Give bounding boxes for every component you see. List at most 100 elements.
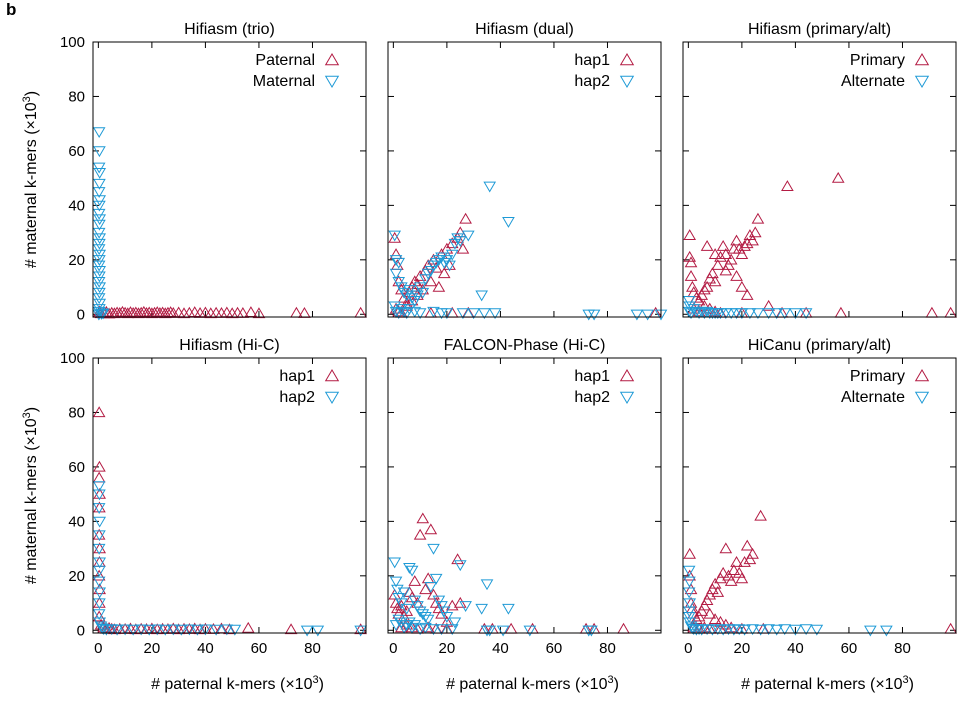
data-point (92, 260, 106, 272)
data-point (682, 587, 696, 599)
data-point (585, 625, 598, 637)
data-point (480, 579, 494, 591)
data-point (502, 217, 515, 228)
x-tick-label: 0 (389, 640, 397, 657)
data-point (93, 489, 106, 501)
x-tick-label: 0 (94, 640, 102, 657)
scatter-panel-4: Hifiasm (Hi-C) 0 20 40 60 80 0 20 40 60 80 100 hap1 h… (21, 337, 367, 693)
data-point (789, 624, 802, 636)
data-point (738, 240, 751, 251)
data-point (799, 308, 813, 320)
data-point (389, 576, 403, 588)
legend-marker (324, 53, 340, 66)
data-point (684, 256, 698, 268)
data-point (411, 289, 424, 300)
data-point (461, 230, 475, 242)
data-point (944, 306, 957, 318)
data-point (445, 249, 459, 261)
panel-letter: b (6, 0, 17, 19)
y-axis-label: # maternal k-mers (×103) (21, 407, 40, 584)
data-point (126, 624, 140, 636)
data-point (770, 624, 784, 636)
data-point (118, 624, 132, 636)
data-point (448, 617, 462, 629)
series-alternate (682, 296, 813, 320)
data-point (683, 569, 697, 581)
data-point (93, 214, 107, 226)
data-point (714, 572, 727, 584)
data-point (93, 598, 106, 610)
data-point (440, 255, 454, 267)
y-axis-label: # maternal k-mers (×103) (21, 91, 40, 268)
data-point (781, 180, 794, 191)
data-point (641, 309, 654, 321)
data-point (391, 602, 404, 614)
data-point (93, 583, 107, 595)
data-point (220, 624, 234, 636)
data-point (102, 621, 116, 633)
data-point (427, 543, 440, 555)
data-point (416, 287, 430, 299)
data-point (703, 607, 717, 619)
data-point (478, 308, 491, 320)
data-point (421, 614, 435, 626)
x-tick-label: 60 (841, 640, 858, 657)
data-point (132, 307, 145, 319)
data-point (174, 624, 188, 636)
data-point (395, 617, 408, 629)
data-point (93, 219, 106, 231)
data-point (617, 622, 630, 634)
data-point (388, 230, 402, 242)
data-point (93, 617, 107, 629)
data-point (92, 227, 106, 239)
data-point (116, 305, 129, 317)
data-point (172, 306, 185, 318)
series-primary (683, 509, 957, 634)
x-axis-label: # paternal k-mers (×103) (741, 674, 914, 693)
data-point (429, 261, 443, 273)
data-point (93, 255, 106, 267)
data-point (392, 275, 406, 287)
y-tick-label: 20 (68, 568, 85, 585)
series-hap2 (92, 481, 367, 637)
data-point (93, 168, 107, 179)
data-point (740, 539, 754, 551)
data-point (241, 621, 255, 633)
data-point (711, 259, 725, 270)
data-point (427, 260, 440, 272)
plot-frame (92, 41, 367, 318)
data-point (416, 283, 430, 295)
data-point (403, 562, 416, 574)
data-point (424, 582, 438, 593)
data-point (93, 298, 107, 310)
data-point (134, 624, 148, 636)
y-tick-label: 0 (77, 622, 85, 639)
data-point (864, 625, 877, 637)
data-point (435, 248, 448, 260)
data-point (92, 306, 106, 318)
data-point (354, 625, 367, 637)
data-point (188, 306, 202, 318)
scatter-panel-5: FALCON-Phase (Hi-C) 0 20 40 60 80 hap1 hap2 # pa… (387, 337, 662, 693)
data-point (93, 178, 106, 190)
data-point (93, 195, 107, 207)
data-point (708, 305, 722, 317)
data-point (684, 269, 698, 281)
data-point (687, 304, 701, 316)
legend-label: Paternal (255, 52, 315, 69)
data-point (311, 625, 325, 637)
data-point (834, 306, 848, 318)
data-point (432, 255, 446, 267)
data-point (93, 271, 106, 283)
data-point (700, 240, 714, 251)
data-point (435, 601, 448, 612)
data-point (158, 307, 172, 319)
data-point (405, 293, 419, 305)
data-point (467, 308, 480, 320)
data-point (706, 267, 719, 279)
data-point (223, 623, 236, 635)
data-point (392, 305, 406, 317)
legend-label: Alternate (841, 389, 905, 406)
data-point (684, 583, 698, 595)
data-point (93, 146, 106, 158)
